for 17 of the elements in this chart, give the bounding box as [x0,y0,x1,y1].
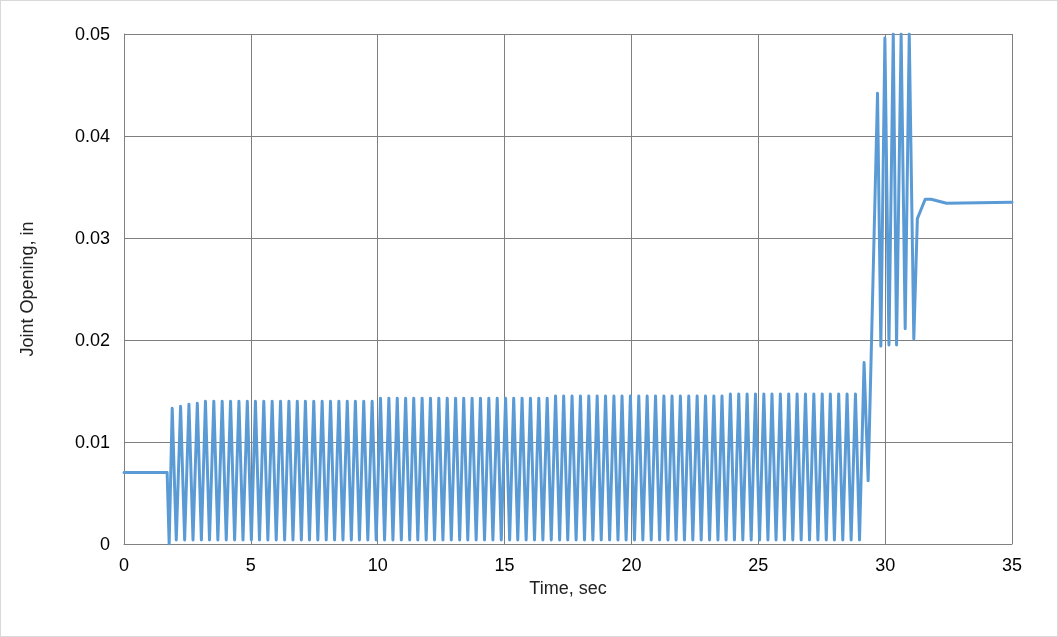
x-axis-title: Time, sec [529,577,607,598]
x-tick-label: 5 [245,555,256,575]
y-tick-label: 0.01 [74,432,110,452]
x-tick-label: 0 [118,555,130,575]
y-tick-label: 0.05 [74,24,110,44]
x-tick-label: 20 [621,555,642,575]
x-tick-label: 15 [494,555,515,575]
line-series [122,32,1014,546]
x-tick-label: 10 [367,555,388,575]
y-tick-label: 0 [99,534,110,554]
y-tick-label: 0.02 [74,330,110,350]
x-tick-label: 35 [1001,555,1023,575]
y-axis-title: Joint Opening, in [17,221,37,357]
y-tick-label: 0.04 [74,126,110,146]
x-tick-label: 25 [748,555,769,575]
x-tick-label: 30 [875,555,896,575]
y-tick-label: 0.03 [74,228,110,248]
